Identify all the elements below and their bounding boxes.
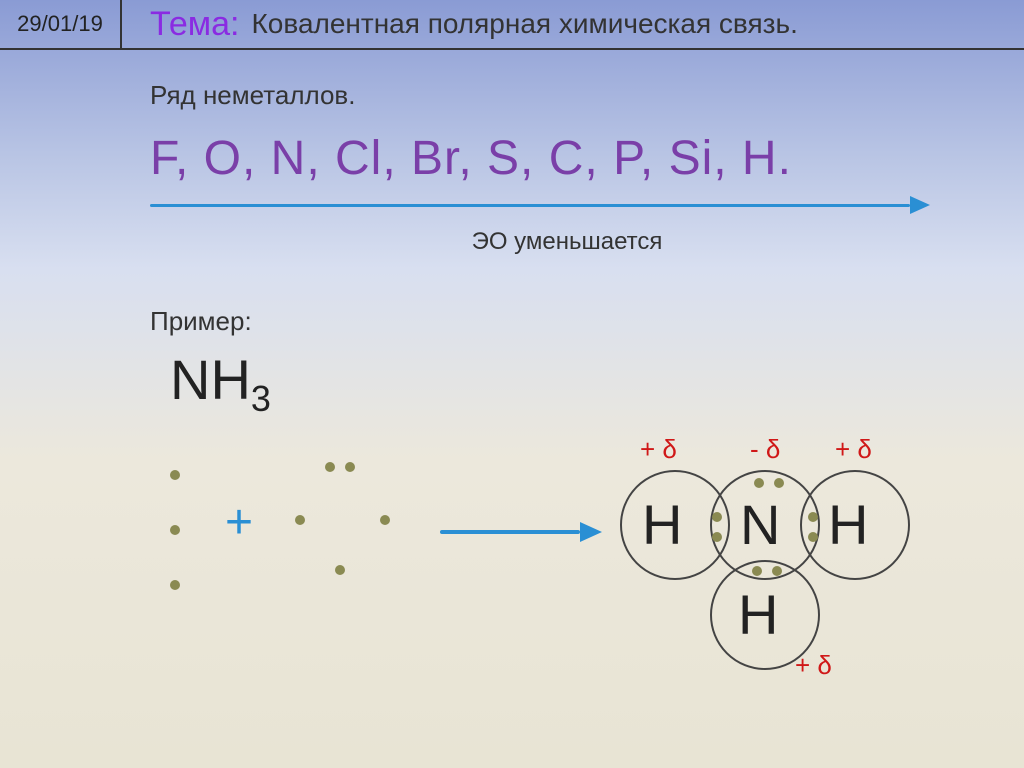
electron-dot: [808, 532, 818, 542]
partial-charge-label: + δ: [835, 434, 872, 465]
arrow-caption: ЭО уменьшается: [150, 228, 984, 256]
electron-dot: [325, 462, 335, 472]
electron-dot: [170, 470, 180, 480]
topic-text: Ковалентная полярная химическая связь.: [252, 8, 798, 40]
electronegativity-arrow: [150, 194, 984, 224]
atom-label: H: [738, 582, 778, 647]
formula-main: NH: [170, 348, 251, 411]
electron-dot: [808, 512, 818, 522]
partial-charge-label: - δ: [750, 434, 780, 465]
plus-sign: +: [225, 495, 253, 550]
electron-dot: [712, 532, 722, 542]
example-formula: NH3: [170, 347, 984, 420]
electron-dot: [712, 512, 722, 522]
partial-charge-label: + δ: [795, 650, 832, 681]
electron-dot: [170, 580, 180, 590]
electron-dot: [774, 478, 784, 488]
formula-sub: 3: [251, 378, 271, 419]
electron-dot: [335, 565, 345, 575]
electron-dot: [380, 515, 390, 525]
date: 29/01/19: [0, 11, 120, 37]
lewis-diagram: +HNHH+ δ- δ+ δ+ δ: [150, 470, 1000, 750]
topic-label: Тема:: [150, 5, 240, 44]
electron-dot: [752, 566, 762, 576]
electron-dot: [772, 566, 782, 576]
series-subtitle: Ряд неметаллов.: [150, 80, 984, 111]
partial-charge-label: + δ: [640, 434, 677, 465]
nonmetal-series: F, O, N, Cl, Br, S, C, P, Si, H.: [150, 131, 984, 186]
atom-label: N: [740, 492, 780, 557]
electron-dot: [295, 515, 305, 525]
atom-label: H: [642, 492, 682, 557]
atom-label: H: [828, 492, 868, 557]
electron-dot: [345, 462, 355, 472]
electron-dot: [754, 478, 764, 488]
example-label: Пример:: [150, 306, 984, 337]
electron-dot: [170, 525, 180, 535]
